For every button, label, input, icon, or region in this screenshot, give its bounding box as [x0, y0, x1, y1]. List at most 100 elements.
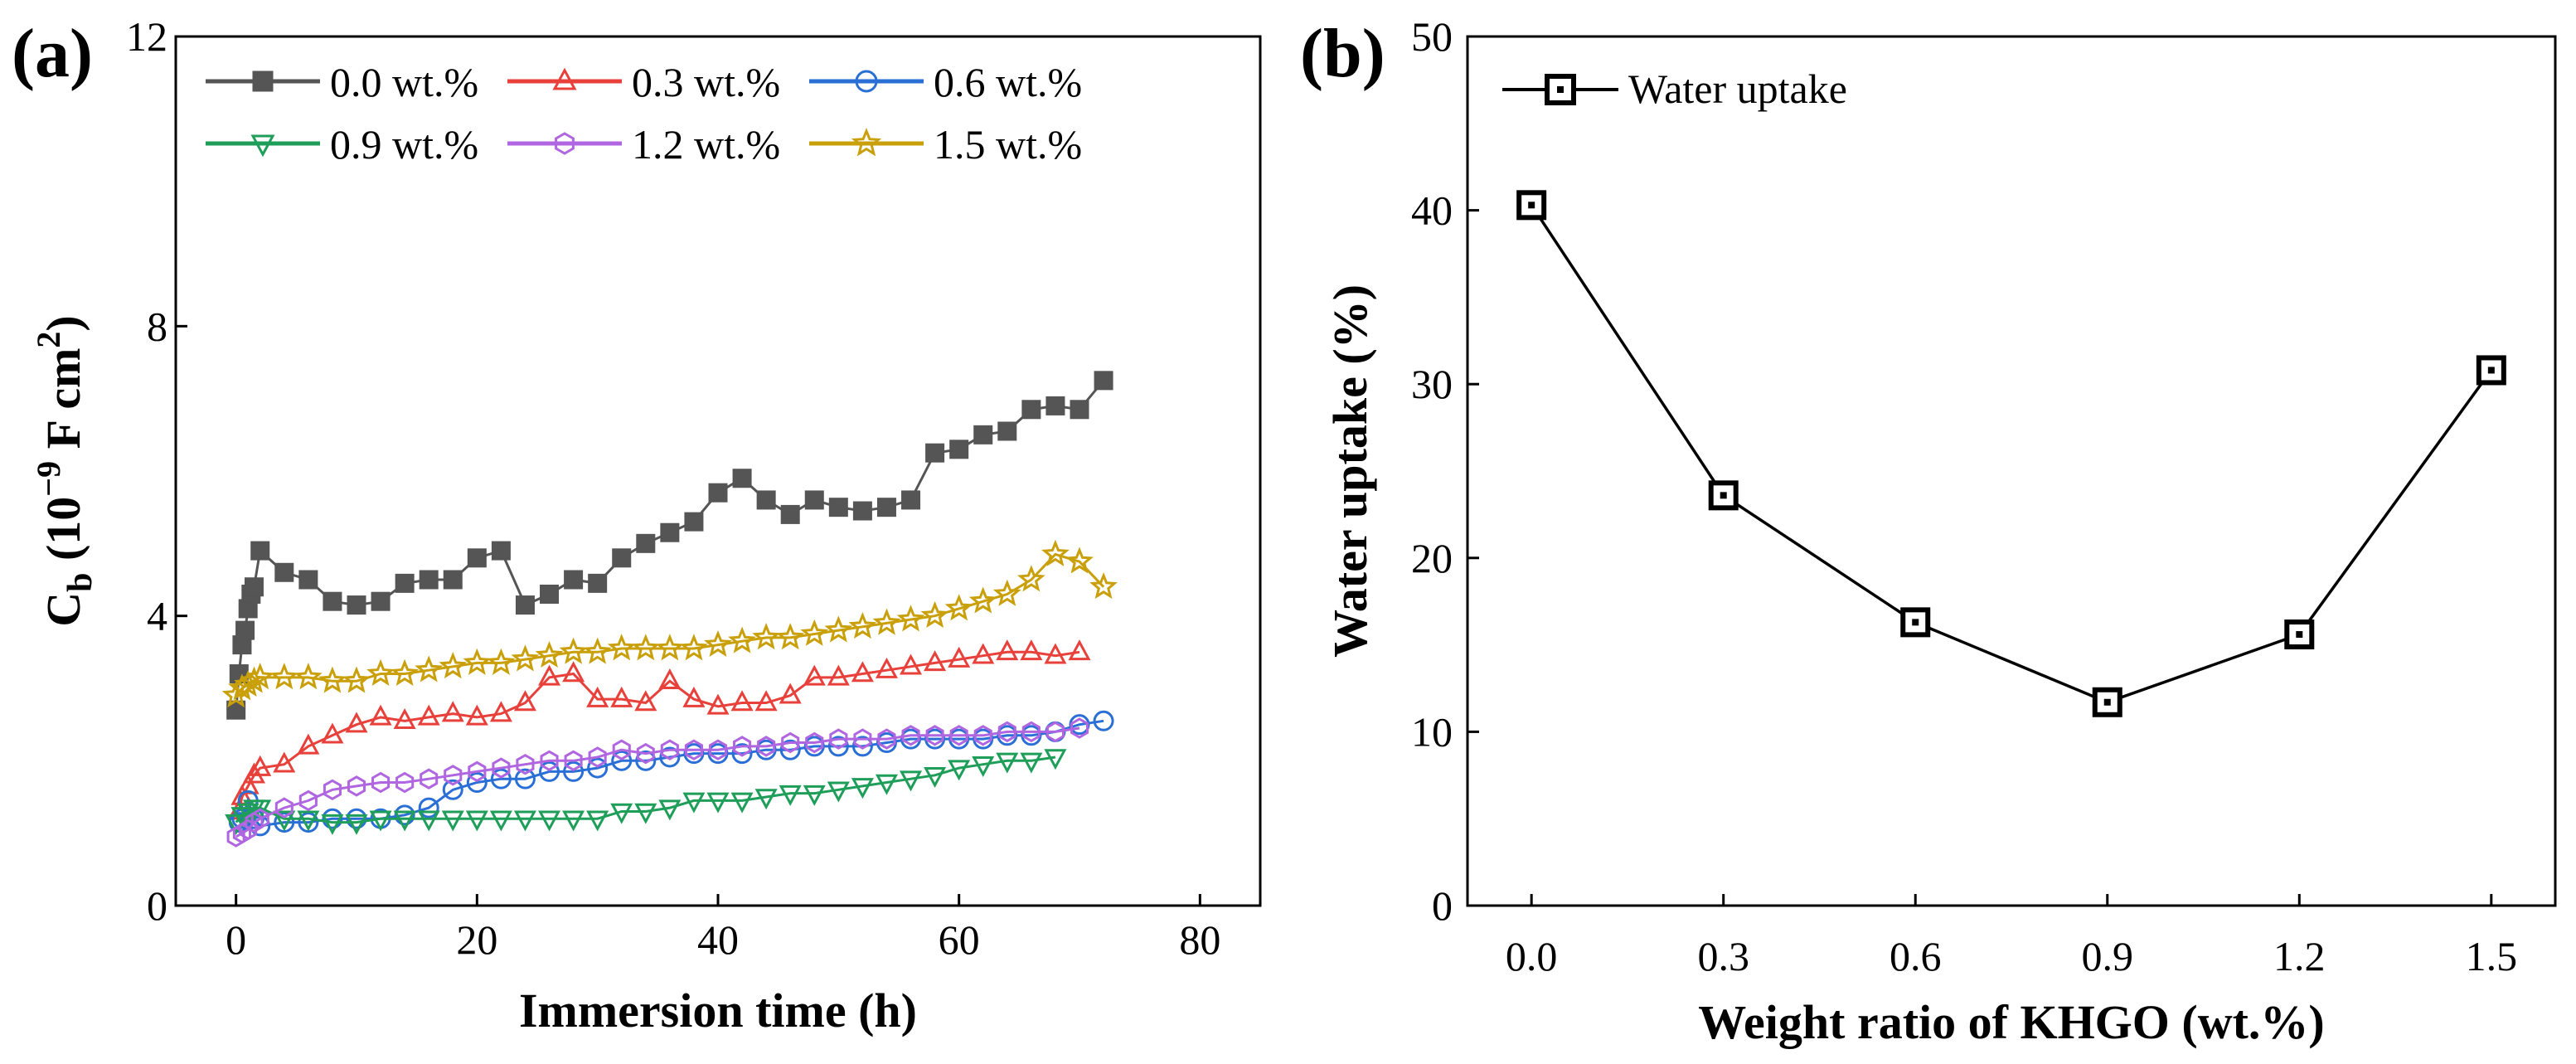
data-point [776, 623, 805, 650]
data-point [610, 803, 633, 824]
data-point [706, 792, 730, 814]
data-point [829, 728, 848, 750]
data-point [1020, 752, 1043, 774]
legend-label-0-6-wt: 0.6 wt.% [934, 59, 1082, 105]
data-point [487, 648, 516, 675]
data-point [490, 768, 512, 789]
data-point [756, 490, 776, 510]
data-point [636, 533, 656, 553]
marker-dot [2103, 698, 2111, 706]
data-point [395, 771, 415, 794]
data-point [733, 736, 752, 757]
data-point [468, 760, 487, 783]
data-point [851, 778, 874, 799]
data-point [559, 637, 588, 664]
legend-label-0-0-wt: 0.0 wt.% [330, 59, 478, 105]
data-point [1041, 539, 1070, 566]
data-point [875, 774, 898, 795]
data-point [371, 771, 391, 794]
legend-key [206, 134, 320, 158]
panel-a-chart: (a) 0 20 40 60 80 0 4 8 12 Immersion tim… [12, 13, 1262, 1037]
data-point [682, 792, 706, 814]
data-point [538, 664, 561, 686]
data-point [297, 733, 320, 755]
legend-marker [851, 127, 882, 157]
data-point [636, 742, 655, 765]
marker-outline [1708, 480, 1739, 511]
data-point [347, 775, 366, 797]
data-point [924, 650, 947, 672]
data-point [323, 591, 342, 611]
data-point [634, 803, 657, 824]
data-point [235, 620, 255, 640]
series-line [235, 552, 1105, 697]
data-point [827, 664, 850, 686]
panel-b-y-tick-labels: 0 10 20 30 40 50 [1411, 13, 1453, 929]
panel-b-y-axis-title: Water uptake (%) [1323, 284, 1377, 658]
legend-key [507, 132, 622, 155]
data-point [2284, 619, 2315, 650]
data-point [323, 779, 342, 801]
data-point [245, 663, 274, 690]
data-point [2476, 355, 2506, 386]
data-point [731, 743, 753, 765]
data-point [972, 643, 995, 664]
panel-a-label: (a) [12, 15, 93, 92]
data-point [444, 765, 463, 786]
data-point [948, 646, 971, 668]
panel-a-x-tick-labels: 0 20 40 60 80 [226, 916, 1220, 963]
panel-a-legend: 0.0 wt.% 0.3 wt.% 0.6 wt.% 0.9 wt.% 1.2 … [206, 59, 1082, 168]
data-point [973, 425, 993, 445]
ylabel-exp2: 2 [30, 332, 67, 348]
data-point [1900, 607, 1931, 638]
series-line [237, 650, 1080, 812]
data-point [949, 440, 969, 459]
data-point [684, 512, 704, 532]
panel-b-x-tick-labels: 0.0 0.3 0.6 0.9 1.2 1.5 [1506, 933, 2517, 979]
data-point [273, 810, 296, 832]
data-point [366, 658, 395, 686]
data-point [920, 600, 949, 629]
legend-label-0-3-wt: 0.3 wt.% [632, 59, 780, 105]
data-point [779, 739, 801, 760]
x-tick-label: 0.6 [1890, 933, 1942, 979]
data-point [293, 663, 323, 690]
data-point [514, 768, 536, 789]
data-point [417, 810, 440, 832]
data-point [249, 755, 272, 776]
data-point [949, 725, 968, 746]
data-point [583, 637, 612, 664]
data-point [236, 773, 260, 794]
data-point [805, 731, 824, 754]
y-tick-label: 0 [147, 882, 167, 929]
data-point [250, 541, 270, 561]
data-point [1094, 371, 1113, 391]
data-point [1070, 717, 1089, 739]
legend-marker [552, 67, 577, 90]
marker-dot [1720, 492, 1727, 499]
data-point [441, 701, 464, 722]
series-line [235, 379, 1105, 711]
data-point [680, 634, 708, 661]
data-point [853, 728, 872, 750]
series-line [1530, 204, 2493, 704]
data-point [321, 814, 344, 835]
data-point [851, 661, 874, 683]
data-point [824, 615, 853, 643]
data-point [418, 797, 439, 819]
data-point [610, 686, 633, 707]
data-point [992, 579, 1021, 606]
data-point [347, 595, 366, 615]
data-point [1044, 749, 1067, 770]
data-point [757, 736, 776, 757]
data-point [274, 562, 294, 582]
data-point [996, 639, 1019, 661]
data-point [245, 811, 264, 833]
data-point [322, 808, 343, 829]
y-tick-label: 4 [147, 593, 167, 639]
data-point [419, 570, 439, 590]
data-point [1045, 721, 1065, 743]
x-tick-label: 40 [697, 916, 739, 963]
x-tick-label: 20 [456, 916, 497, 963]
